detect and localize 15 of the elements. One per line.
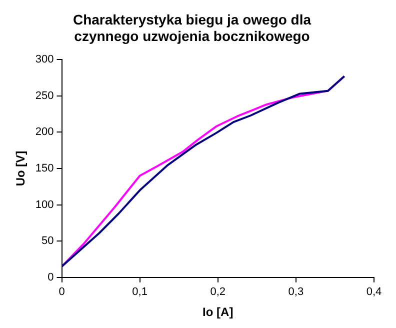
x-tick-label: 0 [58,286,65,298]
x-axis-title: Io [A] [202,305,234,320]
x-tick-label: 0,3 [288,286,304,298]
chart-title: Charakterystyka biegu ja owego dla czynnego uzwojenia bocznikowego [72,11,312,44]
x-tick-label: 0,4 [366,286,382,298]
y-tick-label: 0 [48,271,54,284]
y-tick-label: 200 [35,126,54,138]
x-tick-label: 0,1 [132,286,148,298]
y-tick-label: 250 [35,90,54,102]
y-tick-label: 150 [35,162,54,175]
y-tick-label: 50 [42,235,54,248]
y-tick-label: 300 [35,54,54,66]
x-tick-label: 0,2 [210,286,226,298]
y-tick-label: 100 [35,198,54,211]
y-axis-title: Uo [V] [14,150,28,186]
